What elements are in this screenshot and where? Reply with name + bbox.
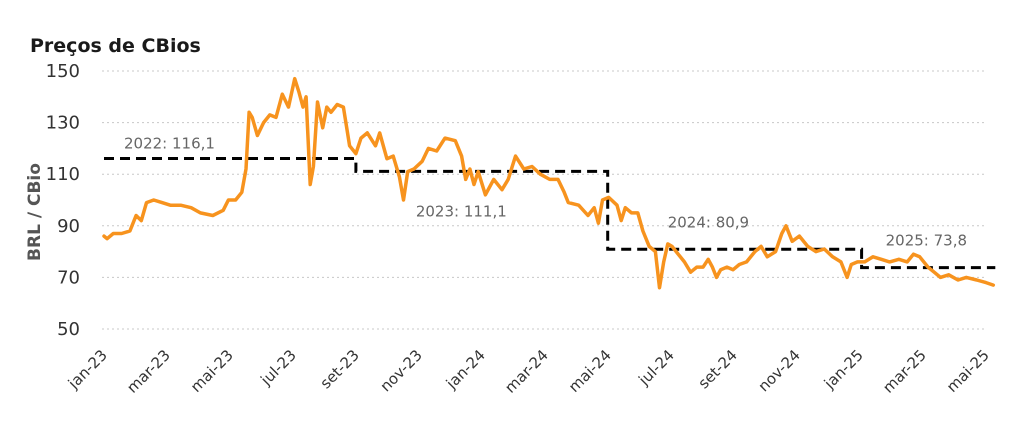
yearly-averages bbox=[104, 157, 996, 270]
average-label: 2023: 111,1 bbox=[416, 202, 507, 220]
y-tick-label: 90 bbox=[57, 216, 80, 237]
price-line bbox=[102, 76, 996, 290]
y-tick-label: 150 bbox=[46, 61, 80, 82]
x-tick-label: jul-23 bbox=[256, 346, 299, 389]
x-tick-label: mai-25 bbox=[943, 346, 993, 396]
average-label: 2025: 73,8 bbox=[886, 232, 967, 250]
x-tick-label: nov-24 bbox=[755, 346, 804, 395]
x-tick-label: jan-24 bbox=[442, 346, 489, 393]
price-series bbox=[102, 76, 996, 290]
x-tick-label: nov-23 bbox=[377, 346, 426, 395]
x-tick-label: mar-24 bbox=[501, 346, 552, 397]
x-tick-label: jul-24 bbox=[634, 346, 677, 389]
average-label: 2024: 80,9 bbox=[668, 213, 749, 231]
y-axis-ticks: 50 70 90 110 130 150 bbox=[46, 61, 80, 340]
yearly-average-line bbox=[104, 157, 996, 270]
x-tick-label: mar-23 bbox=[123, 346, 174, 397]
chart-title: Preços de CBios bbox=[30, 35, 201, 57]
x-axis-ticks: jan-23 mar-23 mai-23 jul-23 set-23 nov-23 jan-… bbox=[64, 346, 993, 397]
x-tick-label: jan-23 bbox=[64, 346, 111, 393]
x-tick-label: set-23 bbox=[317, 346, 363, 392]
x-tick-label: mai-24 bbox=[565, 346, 615, 396]
x-tick-label: jan-25 bbox=[820, 346, 867, 393]
y-axis-label: BRL / CBio bbox=[25, 163, 45, 261]
y-tick-label: 50 bbox=[57, 319, 80, 340]
x-tick-label: mai-23 bbox=[187, 346, 237, 396]
y-tick-label: 70 bbox=[57, 267, 80, 288]
y-tick-label: 130 bbox=[46, 113, 80, 134]
average-labels: 2022: 116,1 2023: 111,1 2024: 80,9 2025: 73… bbox=[124, 134, 967, 249]
average-label: 2022: 116,1 bbox=[124, 134, 215, 152]
x-tick-label: mar-25 bbox=[879, 346, 930, 397]
y-tick-label: 110 bbox=[46, 164, 80, 185]
grid-lines bbox=[102, 70, 986, 330]
x-tick-label: set-24 bbox=[695, 346, 741, 392]
